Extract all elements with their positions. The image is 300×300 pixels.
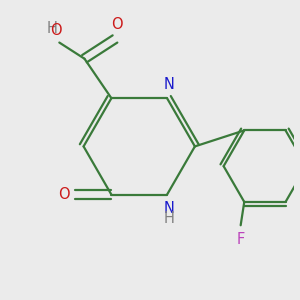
Text: N: N bbox=[164, 201, 174, 216]
Text: H: H bbox=[47, 21, 58, 36]
Text: O: O bbox=[111, 17, 123, 32]
Text: N: N bbox=[164, 77, 174, 92]
Text: H: H bbox=[164, 211, 174, 226]
Text: O: O bbox=[58, 187, 70, 202]
Text: O: O bbox=[51, 23, 62, 38]
Text: F: F bbox=[236, 232, 245, 247]
